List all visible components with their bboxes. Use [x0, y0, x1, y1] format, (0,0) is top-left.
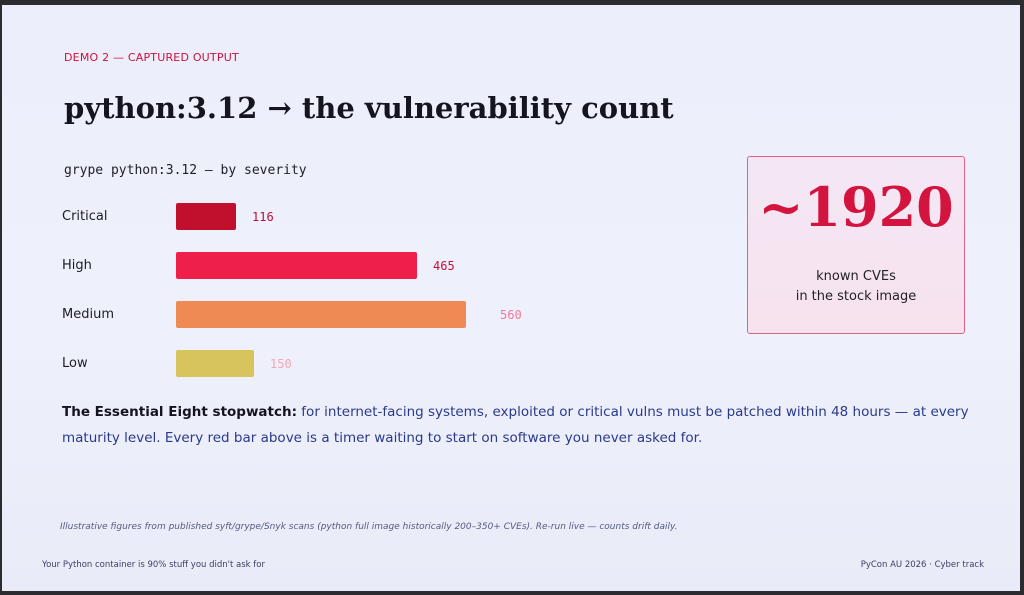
bar-value-critical: 116: [252, 210, 274, 224]
cve-total-value: ~1920: [758, 175, 954, 239]
footnote: Illustrative figures from published syft…: [60, 522, 678, 532]
slide: DEMO 2 — CAPTURED OUTPUT python:3.12 → t…: [2, 5, 1020, 591]
bar-label-low: Low: [62, 356, 88, 371]
bar-row-high: High 465: [2, 252, 702, 280]
bar-low: [176, 350, 254, 377]
bar-critical: [176, 203, 236, 230]
body-paragraph: The Essential Eight stopwatch: for inter…: [62, 399, 982, 451]
bar-label-high: High: [62, 258, 92, 273]
cve-caption-line-1: known CVEs: [816, 269, 896, 284]
footer-right: PyCon AU 2026 · Cyber track: [860, 560, 984, 570]
body-lead: The Essential Eight stopwatch:: [62, 404, 298, 420]
bar-row-medium: Medium 560: [2, 301, 702, 329]
chart-title: grype python:3.12 – by severity: [64, 163, 307, 178]
cve-caption-line-2: in the stock image: [795, 289, 917, 304]
bar-row-low: Low 150: [2, 350, 702, 378]
bar-row-critical: Critical 116: [2, 203, 702, 231]
bar-label-critical: Critical: [62, 209, 108, 224]
bar-value-high: 465: [433, 259, 455, 273]
cve-total-caption: known CVEs in the stock image: [748, 267, 964, 307]
bar-value-medium: 560: [500, 308, 522, 322]
bar-high: [176, 252, 417, 279]
bar-medium: [176, 301, 466, 328]
bar-value-low: 150: [270, 357, 292, 371]
slide-kicker: DEMO 2 — CAPTURED OUTPUT: [64, 51, 239, 64]
cve-count-card: ~1920 known CVEs in the stock image: [747, 156, 965, 334]
bar-label-medium: Medium: [62, 307, 114, 322]
slide-title: python:3.12 → the vulnerability count: [64, 91, 674, 125]
footer-left: Your Python container is 90% stuff you d…: [42, 560, 265, 570]
body-text: for internet-facing systems, exploited o…: [62, 404, 969, 446]
